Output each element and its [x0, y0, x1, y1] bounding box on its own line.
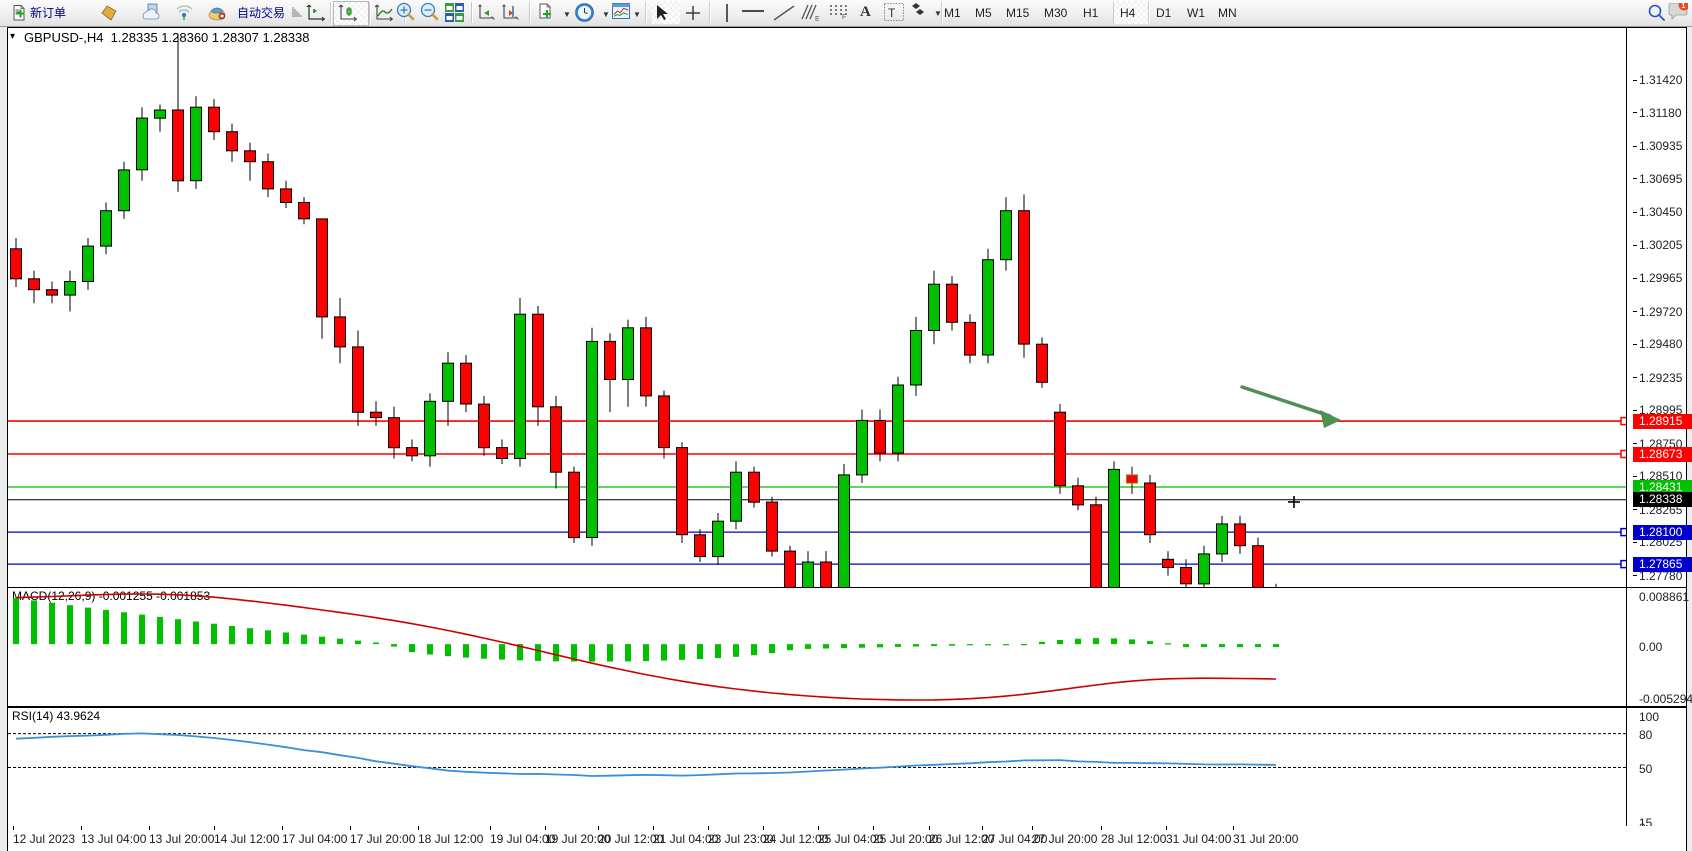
svg-text:T: T [888, 6, 896, 20]
svg-text:E: E [815, 16, 820, 22]
svg-text:F: F [842, 14, 846, 19]
svg-text:1: 1 [1681, 3, 1685, 10]
